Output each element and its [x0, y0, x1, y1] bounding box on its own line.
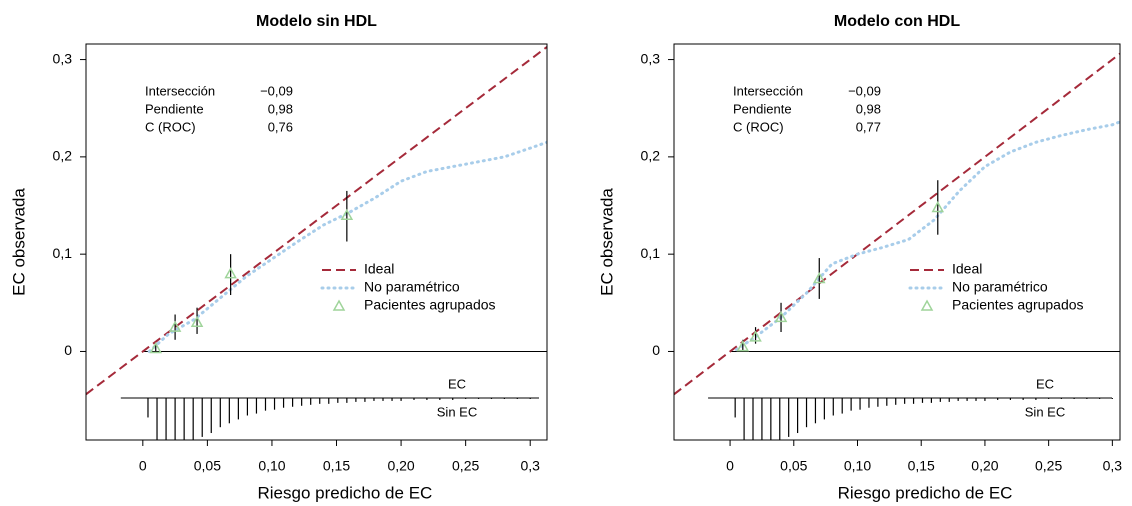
- chart-title: Modelo con HDL: [834, 13, 960, 30]
- x-tick-label: 0,15: [323, 458, 350, 474]
- x-tick-label: 0,10: [258, 458, 285, 474]
- stat-value: 0,98: [856, 101, 881, 116]
- chart-title: Modelo sin HDL: [256, 13, 377, 30]
- x-tick-label: 0,05: [780, 458, 807, 474]
- rug-label: Sin EC: [1025, 404, 1065, 419]
- x-tick-label: 0,20: [971, 458, 998, 474]
- y-tick-label: 0: [652, 342, 660, 358]
- y-axis-label: EC observada: [9, 188, 28, 296]
- x-tick-label: 0: [726, 458, 734, 474]
- smooth-curve: [147, 140, 547, 353]
- stat-label: C (ROC): [145, 119, 196, 134]
- group-point: [149, 341, 163, 354]
- x-tick-label: 0,3: [1103, 458, 1123, 474]
- plot-area: [86, 46, 547, 440]
- stat-label: Pendiente: [733, 101, 792, 116]
- plot-frame: [85, 43, 548, 441]
- x-tick-label: 0,3: [520, 458, 540, 474]
- y-tick-label: 0,2: [53, 148, 73, 164]
- legend-swatch: [920, 299, 934, 311]
- stat-label: Pendiente: [145, 101, 204, 116]
- stat-value: −0,09: [260, 83, 293, 98]
- y-tick-label: 0,2: [641, 148, 661, 164]
- rug-label: Sin EC: [437, 404, 477, 419]
- group-point: [736, 340, 750, 352]
- legend-label: No paramétrico: [952, 279, 1048, 295]
- legend-label: Pacientes agrupados: [364, 297, 496, 313]
- y-tick-label: 0,3: [641, 50, 661, 66]
- panel: Modelo sin HDL Riesgo predicho de EC EC ob…: [9, 13, 548, 502]
- group-point: [190, 315, 204, 328]
- group-point: [774, 310, 788, 323]
- stat-label: Intersección: [145, 83, 215, 98]
- plot-area: [674, 52, 1120, 440]
- x-tick-label: 0,25: [452, 458, 479, 474]
- x-tick-label: 0: [139, 458, 147, 474]
- y-axis-label: EC observada: [597, 188, 616, 296]
- stat-label: Intersección: [733, 83, 803, 98]
- legend-label: Ideal: [364, 261, 394, 277]
- x-tick-label: 0,20: [387, 458, 414, 474]
- x-tick-label: 0,05: [194, 458, 221, 474]
- smooth-curve: [734, 120, 1120, 352]
- stat-value: 0,76: [268, 119, 293, 134]
- group-point: [340, 208, 354, 220]
- y-tick-label: 0,1: [53, 245, 73, 261]
- rug-label: EC: [1036, 376, 1054, 391]
- legend-swatch: [332, 299, 346, 311]
- y-tick-label: 0,3: [53, 50, 73, 66]
- stat-value: 0,98: [268, 101, 293, 116]
- legend-label: No paramétrico: [364, 279, 460, 295]
- legend-label: Pacientes agrupados: [952, 297, 1084, 313]
- group-point: [812, 271, 826, 284]
- stat-value: 0,77: [856, 119, 881, 134]
- y-tick-label: 0,1: [641, 245, 661, 261]
- legend-label: Ideal: [952, 261, 982, 277]
- ideal-line: [674, 52, 1120, 396]
- x-axis-label: Riesgo predicho de EC: [257, 483, 432, 502]
- x-tick-label: 0,25: [1035, 458, 1062, 474]
- plot-frame: [673, 43, 1121, 441]
- panel: Modelo con HDL Riesgo predicho de EC EC ob…: [597, 13, 1122, 502]
- group-point: [749, 330, 762, 342]
- group-point: [224, 267, 237, 279]
- group-point: [931, 200, 945, 213]
- group-point: [168, 320, 182, 332]
- y-tick-label: 0: [64, 342, 72, 358]
- rug-label: EC: [448, 376, 466, 391]
- ideal-line: [86, 46, 547, 396]
- x-tick-label: 0,10: [844, 458, 871, 474]
- x-tick-label: 0,15: [908, 458, 935, 474]
- x-axis-label: Riesgo predicho de EC: [838, 483, 1013, 502]
- stat-value: −0,09: [848, 83, 881, 98]
- stat-label: C (ROC): [733, 119, 784, 134]
